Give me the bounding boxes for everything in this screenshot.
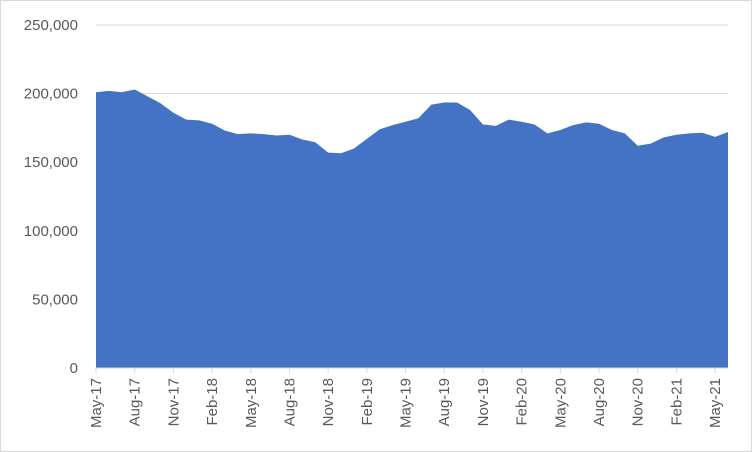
y-tick-label: 200,000 (24, 86, 78, 103)
x-tick-label: May-18 (243, 378, 260, 428)
x-tick-label: May-19 (398, 378, 415, 428)
x-tick-label: Feb-19 (359, 378, 376, 426)
x-tick-label: Aug-18 (281, 378, 298, 426)
x-tick-label: Aug-20 (591, 378, 608, 426)
x-tick-label: Feb-20 (514, 378, 531, 426)
area-fill (96, 89, 728, 368)
x-tick-label: May-17 (88, 378, 105, 428)
y-tick-label: 0 (70, 360, 78, 377)
x-tick-label: Feb-18 (204, 378, 221, 426)
y-tick-label: 50,000 (32, 291, 78, 308)
x-tick-label: Nov-17 (165, 378, 182, 426)
x-tick-label: May-21 (707, 378, 724, 428)
x-tick-label: Feb-21 (668, 378, 685, 426)
area-series (96, 89, 728, 368)
x-axis: May-17 Aug-17 Nov-17 Feb-18 May-18 Aug-18 Nov-… (88, 367, 728, 428)
x-tick-label: Aug-17 (127, 378, 144, 426)
y-tick-label: 250,000 (24, 17, 78, 34)
y-tick-label: 150,000 (24, 154, 78, 171)
x-tick-label: Nov-20 (630, 378, 647, 426)
x-tick-label: Nov-18 (320, 378, 337, 426)
x-tick-label: Aug-19 (436, 378, 453, 426)
x-tick-label: May-20 (552, 378, 569, 428)
y-tick-label: 100,000 (24, 223, 78, 240)
x-tick-label: Nov-19 (475, 378, 492, 426)
y-axis: 0 50,000 100,000 150,000 200,000 250,000 (24, 17, 78, 377)
